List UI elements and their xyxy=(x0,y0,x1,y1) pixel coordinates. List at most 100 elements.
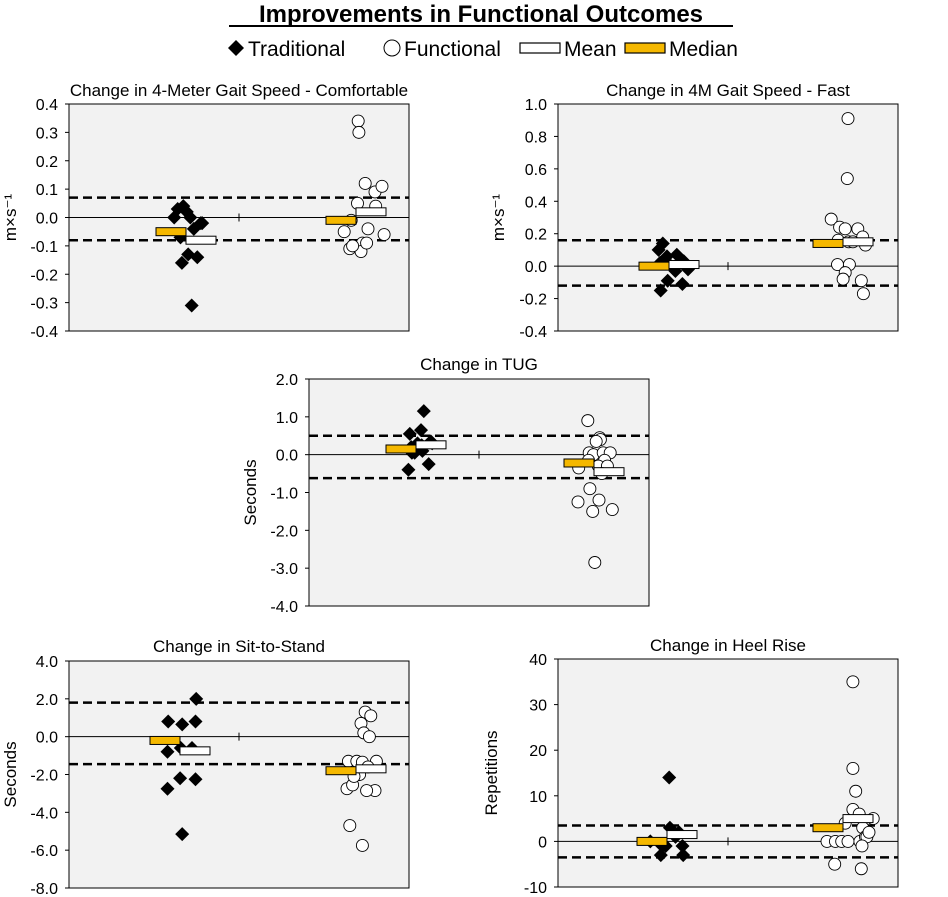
functional-point xyxy=(362,730,376,744)
mean-bar xyxy=(593,467,625,477)
plot-area xyxy=(308,378,650,607)
functional-point xyxy=(351,114,365,128)
y-tick-label: -10 xyxy=(524,880,547,897)
y-tick-label: 0.2 xyxy=(36,154,58,171)
y-tick-label: 0.1 xyxy=(36,182,58,199)
traditional-point xyxy=(181,247,196,262)
y-tick-label: -1.0 xyxy=(270,486,298,503)
y-tick-label: -8.0 xyxy=(30,881,58,897)
traditional-point xyxy=(188,714,203,729)
y-tick-label: 2.0 xyxy=(36,692,58,709)
functional-point xyxy=(838,222,852,236)
y-tick-label: 0.3 xyxy=(36,125,58,142)
functional-point xyxy=(846,675,860,689)
traditional-point xyxy=(660,273,675,288)
legend-mean-label: Mean xyxy=(564,38,617,61)
functional-point xyxy=(355,838,369,852)
mean-bar xyxy=(415,440,447,450)
legend-functional: Functional xyxy=(383,38,501,61)
traditional-point xyxy=(676,848,691,863)
panel-tug: Change in TUG 2.0 1.0 0.0 -1.0 -2.0 -3.0 -4.0 Se… xyxy=(241,355,650,616)
y-tick-label: 1.0 xyxy=(276,410,298,427)
legend-median: Median xyxy=(624,38,738,61)
functional-point xyxy=(854,274,868,288)
y-axis-label: m×s⁻¹ xyxy=(489,194,508,242)
traditional-point xyxy=(173,771,188,786)
mean-bar xyxy=(842,814,874,824)
functional-point xyxy=(343,819,357,833)
traditional-point xyxy=(160,781,175,796)
functional-point xyxy=(360,784,374,798)
legend-circle-icon xyxy=(383,39,401,57)
y-tick-label: 0.2 xyxy=(525,227,547,244)
traditional-point xyxy=(190,250,205,265)
functional-point xyxy=(358,176,372,190)
functional-point xyxy=(364,709,378,723)
plot-area xyxy=(557,658,899,888)
traditional-point xyxy=(160,744,175,759)
y-tick-label: -6.0 xyxy=(30,843,58,860)
panel-title: Change in Heel Rise xyxy=(650,636,806,655)
y-tick-label: 0.0 xyxy=(36,211,58,228)
panel-sit-to-stand: Change in Sit-to-Stand 4.0 2.0 0.0 -2.0 -4.0 -… xyxy=(1,637,410,897)
panel-title: Change in TUG xyxy=(420,355,538,374)
traditional-point xyxy=(170,201,185,216)
traditional-point xyxy=(175,827,190,842)
functional-point xyxy=(377,228,391,241)
panel-heel-rise: Change in Heel Rise 40 30 20 10 0 -10 Repetitio… xyxy=(482,636,899,897)
mean-bar xyxy=(179,746,211,756)
traditional-point xyxy=(161,714,176,729)
functional-point xyxy=(571,495,585,509)
legend-diamond-icon xyxy=(228,40,244,56)
traditional-point xyxy=(188,772,203,787)
y-tick-label: 0.8 xyxy=(525,129,547,146)
traditional-point xyxy=(675,838,690,853)
legend-traditional-label: Traditional xyxy=(248,38,345,61)
y-tick-label: 0.4 xyxy=(36,97,58,114)
median-bar xyxy=(155,227,187,237)
panel-gait-fast: Change in 4M Gait Speed - Fast 1.0 0.8 0.6 0… xyxy=(489,81,899,341)
traditional-point xyxy=(653,283,668,298)
y-tick-label: -0.4 xyxy=(30,324,58,341)
y-tick-label: -0.3 xyxy=(30,296,58,313)
y-axis-label: Seconds xyxy=(1,741,20,807)
legend: Traditional Functional Mean Median xyxy=(228,38,738,61)
functional-point xyxy=(581,414,595,428)
traditional-point xyxy=(184,298,199,313)
traditional-point xyxy=(189,691,204,706)
median-bar xyxy=(385,444,417,454)
mean-bar xyxy=(666,830,698,840)
traditional-point xyxy=(195,216,210,231)
functional-point xyxy=(352,125,366,139)
y-tick-label: 10 xyxy=(529,789,547,806)
traditional-point xyxy=(401,462,416,477)
median-bar xyxy=(325,766,357,776)
functional-point xyxy=(840,172,854,186)
panel-gait-comfortable: Change in 4-Meter Gait Speed - Comfortab… xyxy=(1,81,410,341)
y-tick-label: 0.0 xyxy=(276,448,298,465)
functional-point xyxy=(824,212,838,226)
functional-point xyxy=(360,236,374,250)
legend-mean: Mean xyxy=(519,38,617,61)
traditional-point xyxy=(174,255,189,270)
functional-point xyxy=(856,287,870,301)
legend-median-label: Median xyxy=(669,38,738,61)
y-tick-label: 30 xyxy=(529,698,547,715)
median-bar xyxy=(563,458,595,468)
median-bar xyxy=(325,215,357,225)
functional-point xyxy=(862,825,876,839)
y-tick-label: -2.0 xyxy=(30,768,58,785)
traditional-point xyxy=(175,717,190,732)
y-axis-label: m×s⁻¹ xyxy=(1,194,20,242)
y-tick-label: -0.2 xyxy=(30,267,58,284)
functional-point xyxy=(849,784,863,798)
y-tick-label: 0.4 xyxy=(525,194,547,211)
functional-point xyxy=(841,834,855,848)
plot-area xyxy=(557,103,899,332)
functional-point xyxy=(605,503,619,516)
traditional-point xyxy=(183,210,198,225)
y-tick-label: 40 xyxy=(529,652,547,669)
y-axis-label: Seconds xyxy=(241,459,260,525)
traditional-point xyxy=(662,770,677,785)
